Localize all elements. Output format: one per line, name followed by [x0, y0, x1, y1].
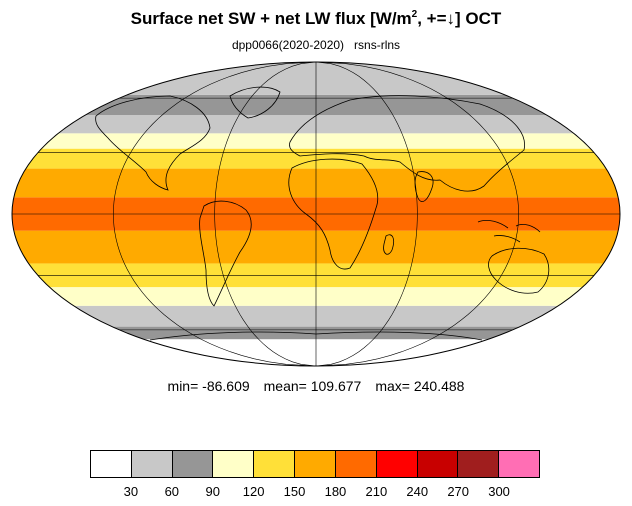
madagascar-outline	[383, 234, 394, 255]
colorbar-tick-label: 270	[447, 484, 470, 499]
australia-outline	[488, 247, 550, 294]
field-statistics: min= -86.609 mean= 109.677 max= 240.488	[0, 378, 632, 394]
colorbar-swatch	[253, 451, 295, 477]
colorbar-tick-label: 150	[283, 484, 306, 499]
colorbar-swatch	[457, 451, 499, 477]
subtitle-experiment: dpp0066(2020-2020)	[231, 38, 345, 52]
mollweide-map	[11, 61, 621, 367]
colorbar-swatch	[91, 451, 131, 477]
colorbar-tick-label: 30	[123, 484, 139, 499]
meridian-line	[113, 62, 317, 366]
colorbar-tick-label: 90	[205, 484, 220, 499]
colorbar-swatch	[294, 451, 335, 477]
colorbar-swatch	[498, 451, 539, 477]
colorbar-swatch	[375, 451, 417, 477]
colorbar-tick-label: 210	[365, 484, 388, 499]
colorbar-tick-labels: 30 60 90 120 150 180 210 240 270 300	[90, 484, 540, 500]
meridian-line	[315, 62, 418, 366]
colorbar-swatch	[212, 451, 254, 477]
south-america-outline	[199, 200, 252, 307]
map-border	[11, 61, 621, 367]
stat-mean: mean= 109.677	[263, 378, 362, 394]
title-main: Surface net SW + net LW flux [W/m	[130, 9, 412, 28]
colorbar-swatch	[334, 451, 376, 477]
colorbar-swatch	[416, 451, 458, 477]
subtitle-variable: rsns-rlns	[354, 38, 401, 52]
stat-max: max= 240.488	[375, 378, 465, 394]
stat-min: min= -86.609	[167, 378, 250, 394]
colorbar-swatch	[171, 451, 213, 477]
north-america-outline	[95, 95, 211, 191]
title-rest: , +=↓] OCT	[417, 9, 502, 28]
meridian-line	[315, 62, 519, 366]
meridian-line	[214, 62, 317, 366]
map-title: Surface net SW + net LW flux [W/m2, +=↓]…	[0, 9, 632, 29]
colorbar-tick-label: 60	[164, 484, 180, 499]
colorbar-tick-label: 300	[488, 484, 510, 499]
colorbar-tick-label: 240	[406, 484, 429, 499]
colorbar	[90, 450, 540, 478]
colorbar-tick-label: 120	[242, 484, 265, 499]
map-subtitle: dpp0066(2020-2020) rsns-rlns	[0, 38, 632, 52]
colorbar-swatch	[130, 451, 172, 477]
title-superscript: 2	[411, 9, 418, 20]
eurasia-outline	[289, 95, 525, 192]
greenland-outline	[229, 86, 281, 119]
colorbar-tick-label: 180	[324, 484, 347, 499]
